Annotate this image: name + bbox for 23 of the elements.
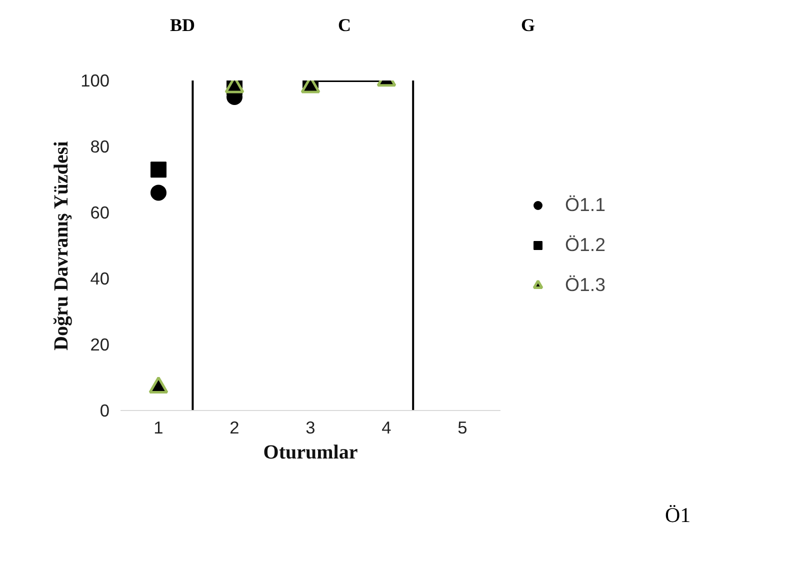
x-axis-title: Oturumlar <box>263 442 358 464</box>
point <box>148 376 168 394</box>
legend-label: Ö1.3 <box>565 274 606 296</box>
x-tick-label: 5 <box>458 418 468 438</box>
x-tick-label: 2 <box>230 418 240 438</box>
y-tick-label: 100 <box>80 70 110 90</box>
y-tick-label: 40 <box>90 268 110 288</box>
point <box>150 184 166 201</box>
text: BD <box>170 14 196 37</box>
y-tick-label: 60 <box>90 202 110 222</box>
y-tick-label: 0 <box>100 400 110 420</box>
x-tick-label: 4 <box>382 418 392 438</box>
y-tick-label: 20 <box>90 334 110 354</box>
y-tick-label: 80 <box>90 136 110 156</box>
text: G <box>521 14 536 37</box>
legend-label: Ö1.2 <box>565 234 606 256</box>
point <box>150 162 166 178</box>
legend-label: Ö1.1 <box>565 194 606 216</box>
x-tick-label: 1 <box>154 418 164 438</box>
text: C <box>338 14 351 37</box>
y-axis-title: Doğru Davranış Yüzdesi <box>50 140 73 351</box>
text: Ö1 <box>665 502 691 529</box>
x-tick-label: 3 <box>306 418 316 438</box>
